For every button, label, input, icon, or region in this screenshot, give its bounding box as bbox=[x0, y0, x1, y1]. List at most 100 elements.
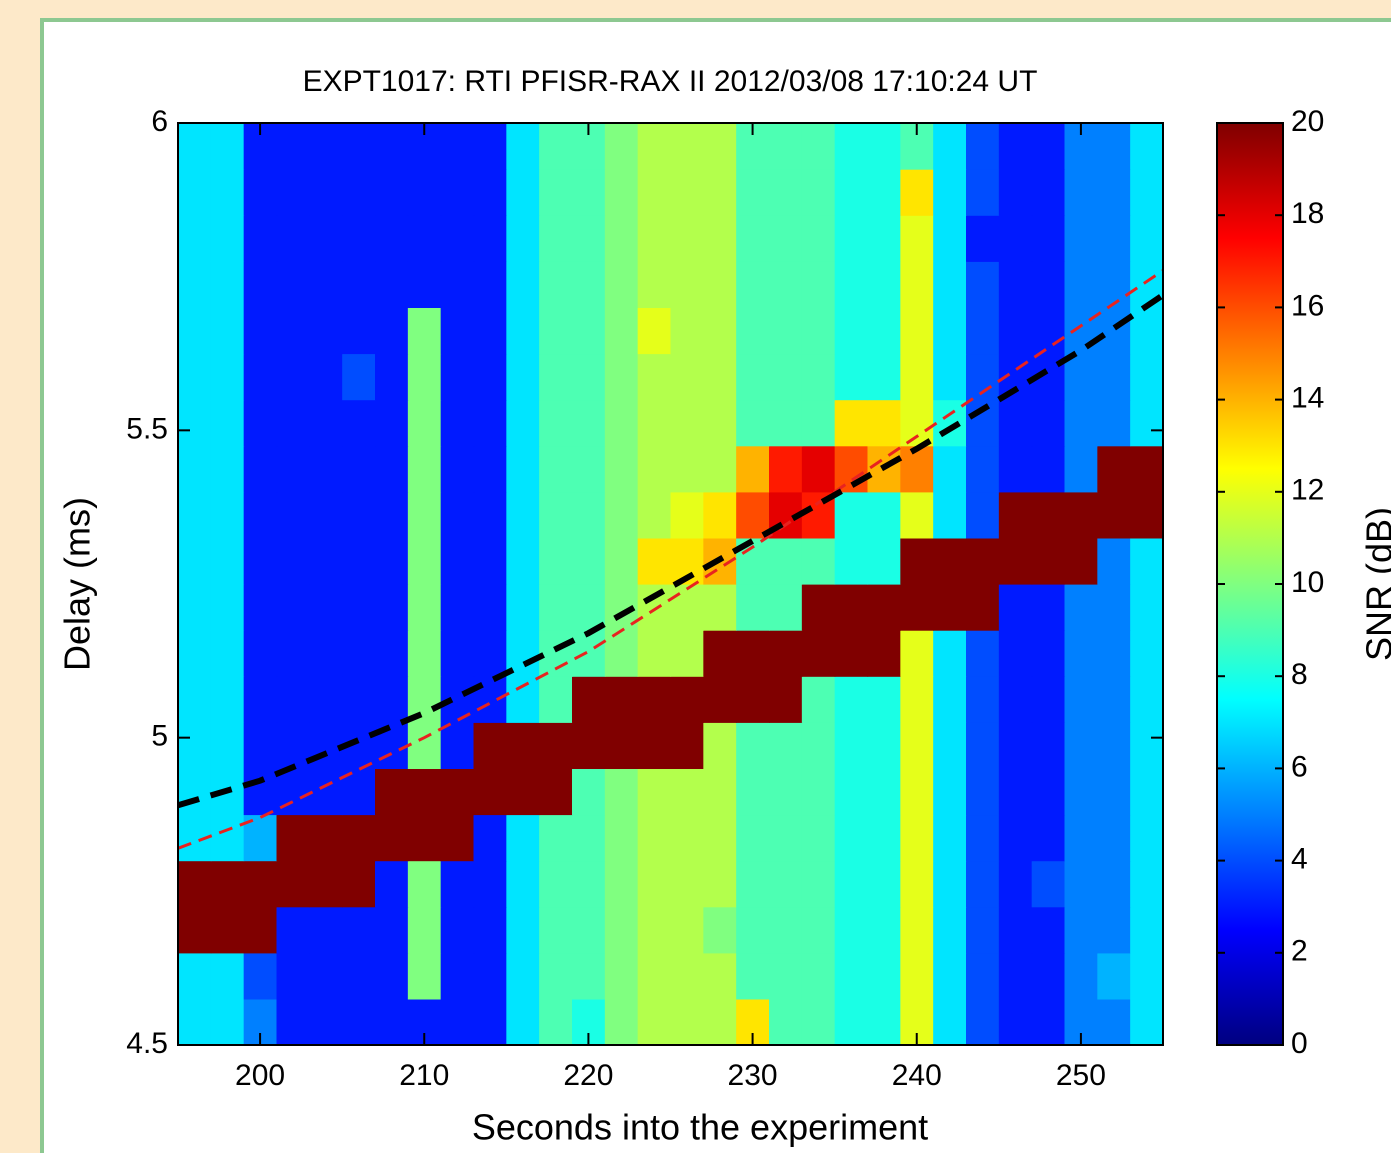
heat-cell bbox=[572, 537, 606, 585]
heat-cell bbox=[309, 537, 343, 585]
heat-cell bbox=[407, 768, 442, 816]
heat-cell bbox=[1130, 491, 1164, 539]
heat-cell bbox=[506, 169, 540, 216]
heat-cell bbox=[736, 768, 770, 816]
heat-cell bbox=[604, 307, 639, 355]
heat-cell bbox=[572, 630, 606, 677]
heat-cell bbox=[801, 215, 836, 262]
heat-cell bbox=[703, 676, 737, 723]
x-tick-label: 200 bbox=[235, 1059, 285, 1092]
heat-cell bbox=[703, 123, 737, 170]
heat-cell bbox=[473, 998, 507, 1046]
heat-cell bbox=[210, 537, 245, 585]
heat-cell bbox=[1064, 952, 1098, 1000]
heat-cell bbox=[440, 952, 475, 1000]
heat-cell bbox=[900, 814, 934, 862]
heat-cell bbox=[900, 353, 934, 401]
heat-cell bbox=[375, 215, 409, 262]
heat-cell bbox=[473, 215, 507, 262]
heat-cell bbox=[572, 722, 606, 769]
heat-cell bbox=[670, 952, 704, 1000]
heat-cell bbox=[440, 860, 475, 908]
heat-cell bbox=[769, 353, 803, 401]
heat-cell bbox=[572, 399, 606, 447]
heat-cell bbox=[407, 307, 442, 355]
heat-cell bbox=[473, 722, 507, 769]
heat-cell bbox=[933, 353, 967, 401]
heat-cell bbox=[309, 215, 343, 262]
heat-cell bbox=[637, 906, 672, 954]
heat-cell bbox=[998, 768, 1033, 816]
heat-cell bbox=[801, 998, 836, 1046]
heat-cell bbox=[276, 215, 310, 262]
heat-cell bbox=[1064, 630, 1098, 677]
heat-cell bbox=[572, 814, 606, 862]
heat-cell bbox=[178, 353, 212, 401]
heat-cell bbox=[440, 399, 475, 447]
heat-cell bbox=[769, 998, 803, 1046]
heat-cell bbox=[407, 860, 442, 908]
heat-cell bbox=[769, 676, 803, 723]
heat-cell bbox=[309, 860, 343, 908]
colorbar-label: SNR (dB) bbox=[1359, 507, 1391, 661]
heat-cell bbox=[210, 906, 245, 954]
heat-cell bbox=[900, 307, 934, 355]
heat-cell bbox=[1097, 123, 1131, 170]
heat-cell bbox=[867, 722, 901, 769]
heat-cell bbox=[867, 952, 901, 1000]
heat-cell bbox=[178, 676, 212, 723]
heat-cell bbox=[900, 906, 934, 954]
heat-cell bbox=[801, 860, 836, 908]
heat-cell bbox=[933, 768, 967, 816]
heat-cell bbox=[572, 491, 606, 539]
heat-cell bbox=[867, 261, 901, 308]
heat-cell bbox=[243, 722, 278, 769]
heat-cell bbox=[407, 537, 442, 585]
heat-cell bbox=[801, 353, 836, 401]
heat-cell bbox=[834, 307, 869, 355]
heat-cell bbox=[506, 998, 540, 1046]
heat-cell bbox=[276, 445, 310, 493]
heat-cell bbox=[703, 722, 737, 769]
heat-cell bbox=[473, 768, 507, 816]
heat-cell bbox=[736, 445, 770, 493]
heat-cell bbox=[703, 307, 737, 355]
heat-cell bbox=[375, 676, 409, 723]
heat-cell bbox=[375, 906, 409, 954]
heat-cell bbox=[834, 722, 869, 769]
heat-cell bbox=[506, 584, 540, 631]
heat-cell bbox=[342, 445, 376, 493]
heat-cell bbox=[966, 123, 1000, 170]
heat-cell bbox=[933, 952, 967, 1000]
heat-cell bbox=[440, 491, 475, 539]
heat-cell bbox=[933, 307, 967, 355]
heat-cell bbox=[998, 676, 1033, 723]
heat-cell bbox=[604, 491, 639, 539]
heat-cell bbox=[1130, 860, 1164, 908]
heat-cell bbox=[506, 215, 540, 262]
heat-cell bbox=[243, 584, 278, 631]
heat-cell bbox=[1031, 307, 1066, 355]
heat-cell bbox=[769, 537, 803, 585]
heat-cell bbox=[440, 537, 475, 585]
heat-cell bbox=[1097, 307, 1131, 355]
heatmap bbox=[178, 123, 1164, 1046]
heat-cell bbox=[210, 676, 245, 723]
heat-cell bbox=[473, 860, 507, 908]
heat-cell bbox=[670, 814, 704, 862]
heat-cell bbox=[769, 768, 803, 816]
heat-cell bbox=[998, 307, 1033, 355]
heat-cell bbox=[1130, 630, 1164, 677]
heat-cell bbox=[407, 491, 442, 539]
heat-cell bbox=[506, 722, 540, 769]
heat-cell bbox=[834, 906, 869, 954]
heat-cell bbox=[375, 768, 409, 816]
heat-cell bbox=[933, 215, 967, 262]
heat-cell bbox=[703, 998, 737, 1046]
heat-cell bbox=[736, 906, 770, 954]
heat-cell bbox=[1064, 353, 1098, 401]
heat-cell bbox=[473, 906, 507, 954]
heat-cell bbox=[1097, 584, 1131, 631]
heat-cell bbox=[243, 768, 278, 816]
